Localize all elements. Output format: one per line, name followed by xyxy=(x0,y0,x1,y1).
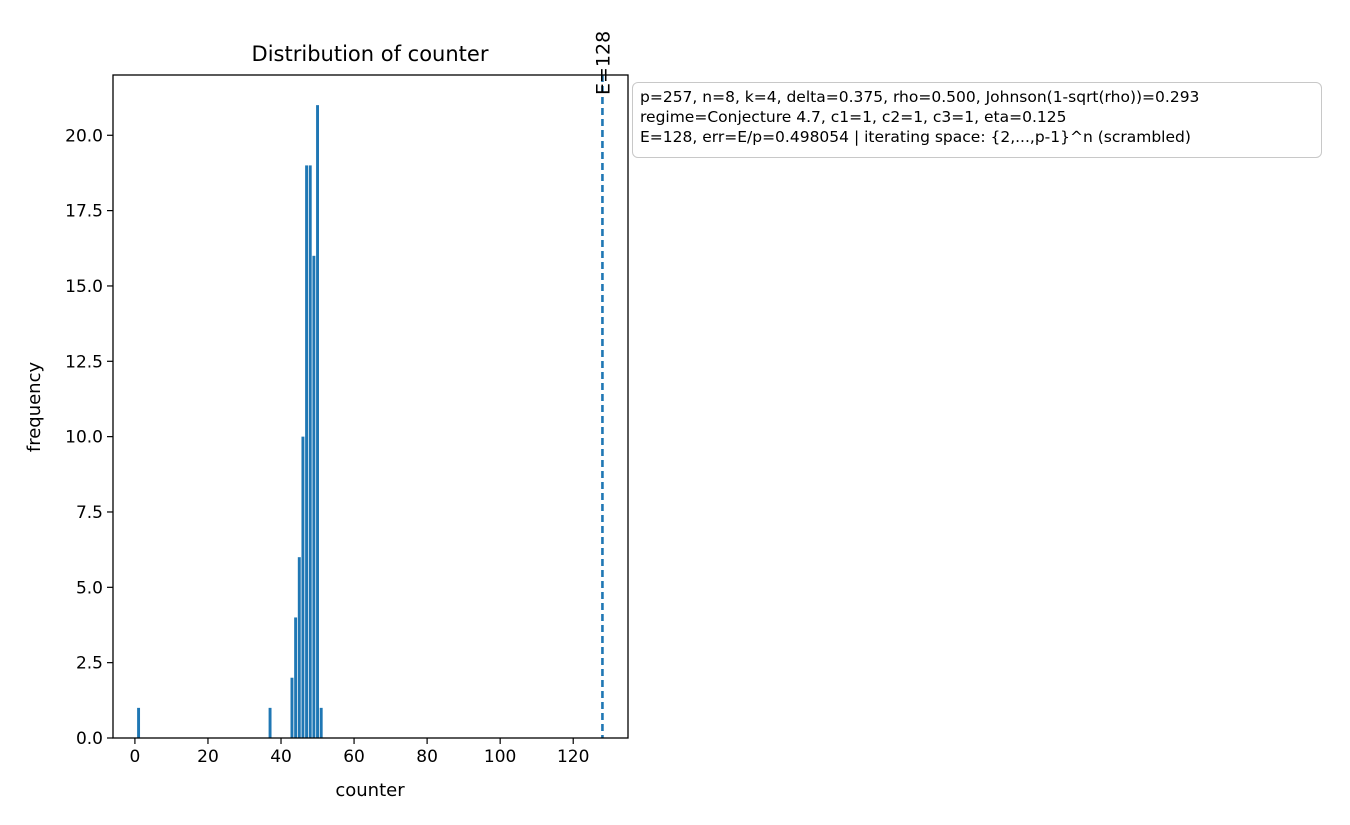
bar xyxy=(308,165,312,739)
parameters-info-box: p=257, n=8, k=4, delta=0.375, rho=0.500,… xyxy=(632,82,1322,158)
y-axis-label: frequency xyxy=(24,362,45,453)
y-tick-label: 7.5 xyxy=(76,503,103,523)
reference-line-label: E=128 xyxy=(592,31,614,95)
y-tick-label: 2.5 xyxy=(76,654,103,674)
bars-group xyxy=(137,75,604,739)
chart-title: Distribution of counter xyxy=(252,42,489,66)
info-line-parameters: p=257, n=8, k=4, delta=0.375, rho=0.500,… xyxy=(640,88,1200,106)
y-tick-label: 15.0 xyxy=(65,277,103,297)
x-tick-label: 20 xyxy=(197,747,219,767)
bar xyxy=(268,707,272,738)
bar xyxy=(301,436,305,738)
plot-frame xyxy=(112,74,629,739)
x-tick-label: 0 xyxy=(130,747,141,767)
y-tick-label: 0.0 xyxy=(76,729,103,749)
y-tick-label: 20.0 xyxy=(65,126,103,146)
x-axis-label: counter xyxy=(335,780,405,801)
bar xyxy=(305,165,309,739)
bar xyxy=(316,105,319,739)
x-tick-label: 120 xyxy=(557,747,589,767)
bar xyxy=(319,707,323,738)
y-tick-label: 12.5 xyxy=(65,352,103,372)
bar xyxy=(312,255,316,738)
bar xyxy=(290,677,294,738)
y-tick-label: 17.5 xyxy=(65,202,103,222)
x-tick-label: 60 xyxy=(343,747,365,767)
info-line-regime: regime=Conjecture 4.7, c1=1, c2=1, c3=1,… xyxy=(640,108,1067,126)
y-tick-label: 5.0 xyxy=(76,578,103,598)
x-tick-label: 40 xyxy=(270,747,292,767)
info-line-error: E=128, err=E/p=0.498054 | iterating spac… xyxy=(640,128,1191,146)
x-tick-label: 100 xyxy=(484,747,516,767)
x-tick-label: 80 xyxy=(416,747,438,767)
bar xyxy=(137,707,141,738)
bar xyxy=(294,617,298,738)
bar xyxy=(297,557,301,738)
axes: 0 20 40 60 80 100 120 0.0 2.5 5.0 7.5 10.0 12.5 15.0 1… xyxy=(65,74,629,767)
y-tick-label: 10.0 xyxy=(65,428,103,448)
